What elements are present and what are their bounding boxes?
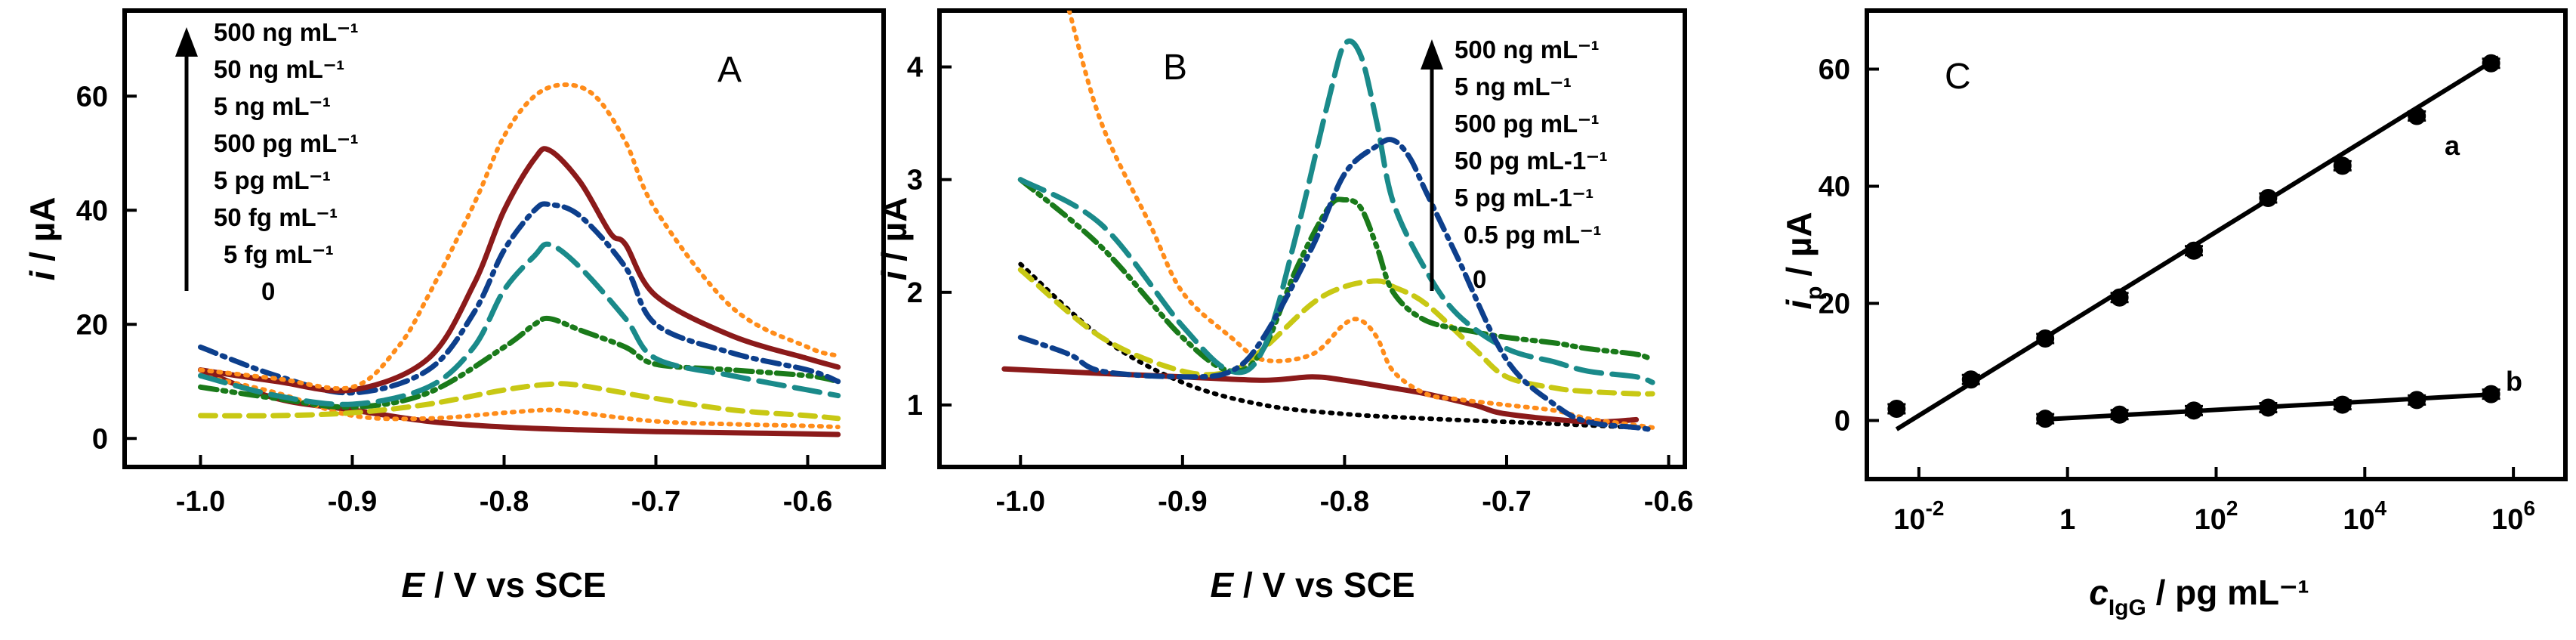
panel-c-point-a (2110, 288, 2129, 307)
x-tick-label: -0.7 (631, 486, 680, 518)
y-tick-label: 2 (907, 277, 923, 309)
panel-c-point-a (2482, 54, 2500, 73)
panel-b-legend-item: 5 pg mL-1⁻¹ (1455, 184, 1593, 212)
y-tick-label: 20 (76, 309, 108, 341)
panel-c: 10-2 1 102 104 106 0 20 40 60 C a b cIgG / pg mL… (1779, 8, 2568, 620)
panel-b-series-line-2 (1066, 11, 1655, 430)
x-tick-label: 106 (2491, 496, 2535, 536)
panel-c-point-b (2036, 410, 2055, 428)
panel-a-legend-item: 500 pg mL⁻¹ (214, 129, 359, 157)
panel-c-point-b (2333, 395, 2352, 414)
x-tick-label: 10-2 (1893, 496, 1944, 536)
panel-c-point-a (1961, 370, 1980, 389)
y-tick-label: 4 (907, 52, 923, 84)
panel-c-series-b-label: b (2506, 366, 2522, 397)
panel-b-series-line-4 (1017, 177, 1655, 375)
panel-a-legend: 500 ng mL⁻¹ 50 ng mL⁻¹ 5 ng mL⁻¹ 500 pg … (214, 18, 359, 305)
panel-c-point-a (2333, 156, 2352, 175)
panel-a-series-line-3 (198, 315, 841, 410)
panel-a-series-line-7 (198, 82, 841, 391)
panel-c-y-axis-label: ip / µA (1779, 212, 1827, 309)
x-tick-label: -0.6 (1644, 486, 1693, 518)
panel-c-point-b (2482, 385, 2500, 403)
panel-b-legend-item: 50 pg mL-1⁻¹ (1455, 147, 1608, 175)
panel-a-label: A (717, 50, 742, 90)
panel-a-y-axis-label: i / µA (23, 197, 62, 281)
panel-a-legend-item: 5 ng mL⁻¹ (214, 92, 331, 120)
panel-b-label: B (1163, 48, 1187, 88)
y-tick-label: 60 (76, 81, 108, 113)
y-tick-label: 40 (76, 195, 108, 227)
y-tick-label: 1 (907, 390, 923, 422)
panel-b-legend-item: 500 pg mL⁻¹ (1455, 110, 1600, 138)
x-tick-label: 104 (2343, 496, 2386, 536)
x-tick-label: -1.0 (176, 486, 225, 518)
x-tick-label: -0.8 (1320, 486, 1369, 518)
panel-c-label: C (1945, 57, 1971, 97)
panel-a-series-line-5 (198, 201, 841, 396)
x-tick-label: -0.7 (1482, 486, 1531, 518)
panel-b-arrow-head (1421, 39, 1443, 70)
y-tick-label: 60 (1819, 54, 1850, 86)
y-tick-label: 0 (92, 423, 108, 455)
panel-c-point-b (2259, 398, 2278, 417)
panel-c-x-axis-label: cIgG / pg mL⁻¹ (2089, 573, 2309, 620)
panel-a-series-line-4 (198, 241, 841, 407)
panel-a-legend-item: 50 fg mL⁻¹ (214, 203, 338, 231)
panel-a-legend-item: 500 ng mL⁻¹ (214, 18, 359, 46)
x-tick-label: -0.6 (783, 486, 832, 518)
panel-c-point-b (2408, 391, 2426, 410)
panel-c-point-a (1887, 400, 1906, 418)
panel-b-series-line-0 (1018, 261, 1639, 430)
panel-b-frame (937, 8, 1687, 469)
panel-b-legend-item: 5 ng mL⁻¹ (1455, 73, 1572, 100)
panel-a-legend-item: 5 fg mL⁻¹ (224, 240, 334, 268)
panel-b-legend-item: 500 ng mL⁻¹ (1455, 36, 1600, 63)
panel-b-legend-item: 0.5 pg mL⁻¹ (1464, 221, 1601, 249)
panel-a: -1.0 -0.9 -0.8 -0.7 -0.6 0 20 40 60 A 500 ng mL⁻… (23, 8, 886, 604)
panel-b: -1.0 -0.9 -0.8 -0.7 -0.6 1 2 3 4 B 500 ng mL⁻¹ 5… (875, 8, 1693, 604)
x-tick-label: 102 (2195, 496, 2238, 536)
panel-a-series-line-6 (198, 146, 841, 394)
panel-a-legend-item: 50 ng mL⁻¹ (214, 55, 344, 83)
panel-a-legend-item: 0 (261, 277, 275, 305)
x-tick-label: -0.8 (480, 486, 529, 518)
panel-b-series-line-6 (1017, 137, 1655, 433)
panel-b-x-axis-label: E / V vs SCE (1210, 565, 1414, 604)
y-tick-label: 40 (1819, 172, 1850, 203)
x-tick-label: -1.0 (996, 486, 1045, 518)
panel-c-series-a-label: a (2445, 130, 2460, 161)
panel-b-y-axis-label: i / µA (875, 197, 914, 281)
panel-b-series-line-3 (1017, 267, 1655, 397)
panel-c-point-a (2036, 329, 2055, 348)
panel-c-point-a (2408, 107, 2426, 125)
panel-a-x-axis-label: E / V vs SCE (401, 565, 606, 604)
panel-c-point-a (2259, 189, 2278, 207)
y-tick-label: 3 (907, 165, 923, 196)
x-tick-label: 1 (2059, 504, 2075, 536)
panel-a-series-line-2 (198, 381, 841, 422)
panel-b-legend-item: 0 (1473, 265, 1486, 293)
panel-c-point-b (2184, 401, 2203, 420)
panel-b-series-line-5 (1017, 38, 1655, 385)
panel-c-point-a (2184, 241, 2203, 260)
panel-a-legend-item: 5 pg mL⁻¹ (214, 166, 331, 194)
y-tick-label: 20 (1819, 289, 1850, 320)
x-tick-label: -0.9 (1158, 486, 1207, 518)
panel-c-point-b (2110, 405, 2129, 424)
panel-a-series-line-1 (198, 373, 841, 430)
x-tick-label: -0.9 (328, 486, 377, 518)
panel-a-arrow-head (175, 27, 198, 57)
panel-b-legend: 500 ng mL⁻¹ 5 ng mL⁻¹ 500 pg mL⁻¹ 50 pg … (1455, 36, 1608, 293)
y-tick-label: 0 (1834, 406, 1850, 437)
